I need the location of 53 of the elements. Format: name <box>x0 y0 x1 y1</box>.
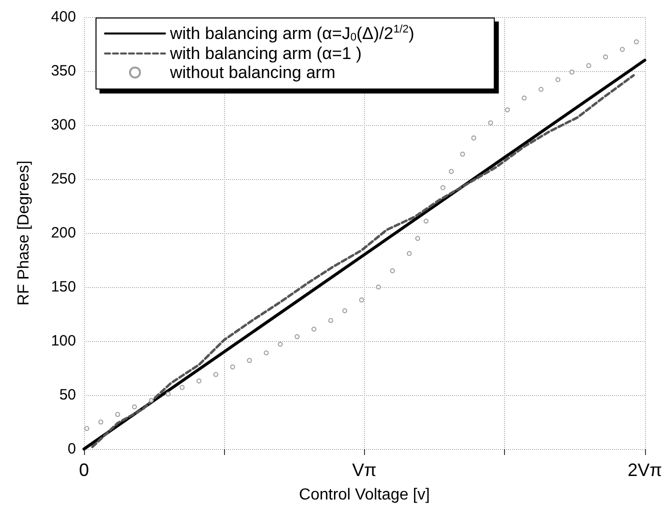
point <box>98 420 104 424</box>
y-tick-label: 100 <box>50 332 76 350</box>
point <box>471 135 476 140</box>
point <box>440 185 446 190</box>
legend-label: with balancing arm (α=1 ) <box>169 44 362 63</box>
point <box>448 168 454 174</box>
point <box>230 364 236 370</box>
y-tick-label: 250 <box>50 170 76 188</box>
point <box>460 152 466 157</box>
point <box>84 426 90 431</box>
point <box>196 378 202 384</box>
y-axis-title: RF Phase [Degrees] <box>16 160 32 306</box>
point <box>586 63 592 68</box>
point <box>180 384 185 390</box>
point <box>359 297 364 302</box>
point <box>166 391 171 396</box>
point <box>415 236 420 241</box>
legend-label: without balancing arm <box>169 63 336 82</box>
point <box>294 334 300 340</box>
x-tick-label: 2Vπ <box>628 460 662 480</box>
point <box>376 284 381 290</box>
point <box>328 318 334 323</box>
point <box>148 398 154 403</box>
y-tick-label: 0 <box>68 440 76 458</box>
point <box>522 96 527 100</box>
point <box>424 218 429 224</box>
point <box>390 268 395 274</box>
point <box>504 107 510 112</box>
point <box>342 308 348 314</box>
point <box>555 77 560 82</box>
y-tick-label: 50 <box>59 386 76 404</box>
point <box>213 372 218 377</box>
point <box>620 46 625 52</box>
point <box>406 251 412 256</box>
point <box>634 39 639 44</box>
y-tick-label: 400 <box>50 8 76 26</box>
x-tick-label: Vπ <box>352 460 377 480</box>
y-tick-label: 150 <box>50 278 76 296</box>
point <box>264 350 269 356</box>
x-tick-label: 0 <box>78 460 90 480</box>
point <box>278 342 283 347</box>
point <box>115 412 120 417</box>
point <box>538 86 544 92</box>
y-tick-label: 200 <box>50 224 76 242</box>
point <box>311 326 316 332</box>
y-tick-label: 300 <box>50 116 76 134</box>
x-axis-title: Control Voltage [v] <box>299 486 430 504</box>
point <box>603 54 608 60</box>
y-tick-label: 350 <box>50 62 76 80</box>
point <box>132 404 137 410</box>
point <box>569 70 574 75</box>
point <box>246 358 252 363</box>
point <box>488 120 494 126</box>
